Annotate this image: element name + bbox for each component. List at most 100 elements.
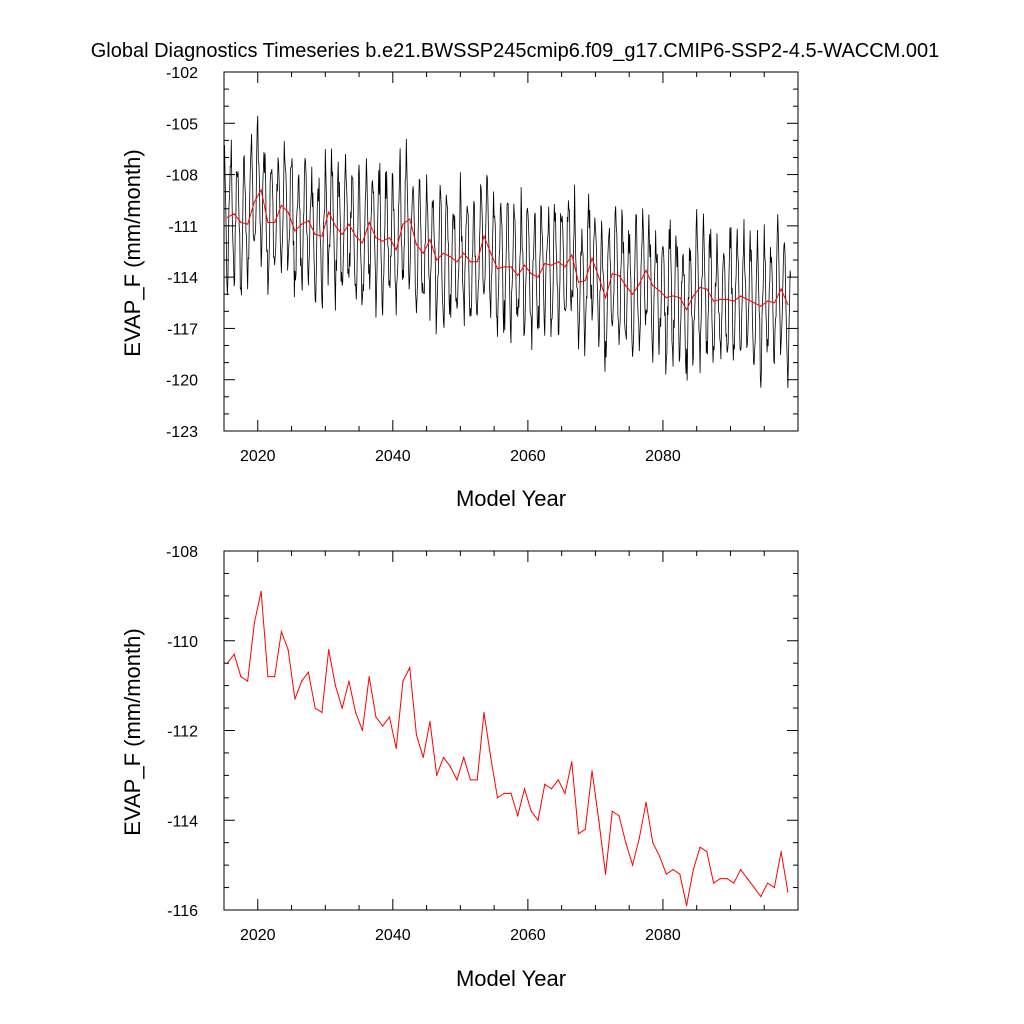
annual-mean-point xyxy=(274,221,276,224)
annual-mean-point xyxy=(665,297,667,299)
annual-mean-point xyxy=(328,211,330,213)
annual-mean-point xyxy=(348,223,350,225)
annual-mean-point xyxy=(267,676,269,678)
x-tick-label: 2020 xyxy=(240,448,276,465)
annual-mean-series xyxy=(226,590,789,907)
x-tick-label: 2060 xyxy=(510,927,546,944)
y-tick-label: -123 xyxy=(166,424,198,441)
annual-mean-point xyxy=(692,295,694,297)
annual-mean-point xyxy=(226,216,228,218)
annual-mean-point xyxy=(496,268,499,270)
annual-mean-point xyxy=(672,869,674,871)
annual-mean-point xyxy=(476,261,478,263)
y-tick-label: -117 xyxy=(167,321,198,338)
annual-mean-point xyxy=(314,233,316,235)
annual-mean-point xyxy=(557,261,559,263)
annual-mean-point xyxy=(287,211,289,213)
y-tick-label: -114 xyxy=(167,813,198,830)
annual-mean-line xyxy=(227,188,789,311)
annual-mean-point xyxy=(740,295,742,297)
annual-mean-point xyxy=(294,698,296,700)
x-tick-label: 2080 xyxy=(645,448,681,465)
annual-mean-point xyxy=(402,223,404,225)
y-tick-label: -110 xyxy=(167,634,198,651)
annual-mean-point xyxy=(476,779,478,781)
annual-mean-point xyxy=(503,792,505,794)
annual-mean-point xyxy=(652,285,654,287)
monthly-series xyxy=(223,115,792,388)
annual-mean-point xyxy=(577,833,580,835)
y-tick-label: -108 xyxy=(166,168,198,185)
y-tick-label: -116 xyxy=(167,903,198,920)
annual-mean-point xyxy=(604,873,607,875)
x-tick-label: 2040 xyxy=(375,927,411,944)
annual-mean-point xyxy=(719,298,721,300)
top-y-axis-label: EVAP_F (mm/month) xyxy=(120,149,145,356)
annual-mean-point xyxy=(456,261,458,263)
bottom-plot-frame xyxy=(223,550,799,911)
annual-mean-point xyxy=(469,261,472,263)
annual-mean-point xyxy=(388,237,391,239)
y-tick-label: -120 xyxy=(166,373,198,390)
annual-mean-point xyxy=(294,230,296,232)
annual-mean-point xyxy=(564,792,566,794)
annual-mean-point xyxy=(267,221,269,224)
annual-mean-point xyxy=(287,649,289,651)
annual-mean-point xyxy=(442,252,445,254)
annual-mean-point xyxy=(584,279,586,282)
annual-mean-point xyxy=(341,233,343,235)
annual-mean-point xyxy=(706,288,708,290)
annual-mean-point xyxy=(253,622,255,624)
annual-mean-point xyxy=(260,189,262,191)
annual-mean-point xyxy=(571,254,573,256)
annual-mean-point xyxy=(712,300,715,302)
annual-mean-point xyxy=(368,676,370,678)
annual-mean-point xyxy=(341,707,343,709)
annual-mean-point xyxy=(355,235,357,237)
annual-mean-point xyxy=(591,257,593,259)
annual-mean-point xyxy=(746,298,748,300)
annual-mean-point xyxy=(463,756,465,759)
annual-mean-point xyxy=(665,873,667,875)
annual-mean-point xyxy=(483,711,485,714)
annual-mean-point xyxy=(679,873,681,875)
annual-mean-point xyxy=(496,797,499,799)
annual-mean-point xyxy=(726,298,728,300)
annual-mean-point xyxy=(631,864,634,866)
annual-mean-point xyxy=(503,266,505,268)
annual-mean-point xyxy=(490,252,492,254)
y-tick-label: -108 xyxy=(166,544,198,561)
annual-mean-point xyxy=(517,815,519,817)
annual-mean-point xyxy=(382,725,384,727)
annual-mean-point xyxy=(314,707,316,709)
y-tick-label: -105 xyxy=(166,116,198,133)
annual-mean-point xyxy=(780,288,782,290)
annual-mean-point xyxy=(348,680,350,682)
annual-mean-point xyxy=(571,761,573,763)
annual-mean-point xyxy=(767,882,769,884)
annual-mean-point xyxy=(402,680,404,682)
annual-mean-point xyxy=(530,810,532,812)
annual-mean-point xyxy=(517,274,519,277)
annual-mean-series xyxy=(226,188,789,311)
annual-mean-point xyxy=(577,281,580,283)
annual-mean-point xyxy=(564,266,566,268)
annual-mean-point xyxy=(375,716,377,718)
annual-mean-point xyxy=(787,891,789,893)
annual-mean-point xyxy=(361,242,364,244)
annual-mean-point xyxy=(584,828,586,830)
annual-mean-point xyxy=(638,837,640,839)
annual-mean-point xyxy=(523,264,526,266)
annual-mean-point xyxy=(679,297,681,299)
annual-mean-point xyxy=(699,846,701,848)
annual-mean-point xyxy=(483,235,485,237)
annual-mean-point xyxy=(611,810,613,812)
bottom-axis-ticks: 2020 2040 2060 2080 -116 -114 -112 -110 -108 xyxy=(166,544,799,944)
annual-mean-point xyxy=(415,244,418,246)
annual-mean-point xyxy=(760,305,762,307)
annual-mean-point xyxy=(530,273,532,275)
annual-mean-point xyxy=(658,290,661,292)
annual-mean-point xyxy=(611,273,613,275)
annual-mean-point xyxy=(436,774,438,776)
